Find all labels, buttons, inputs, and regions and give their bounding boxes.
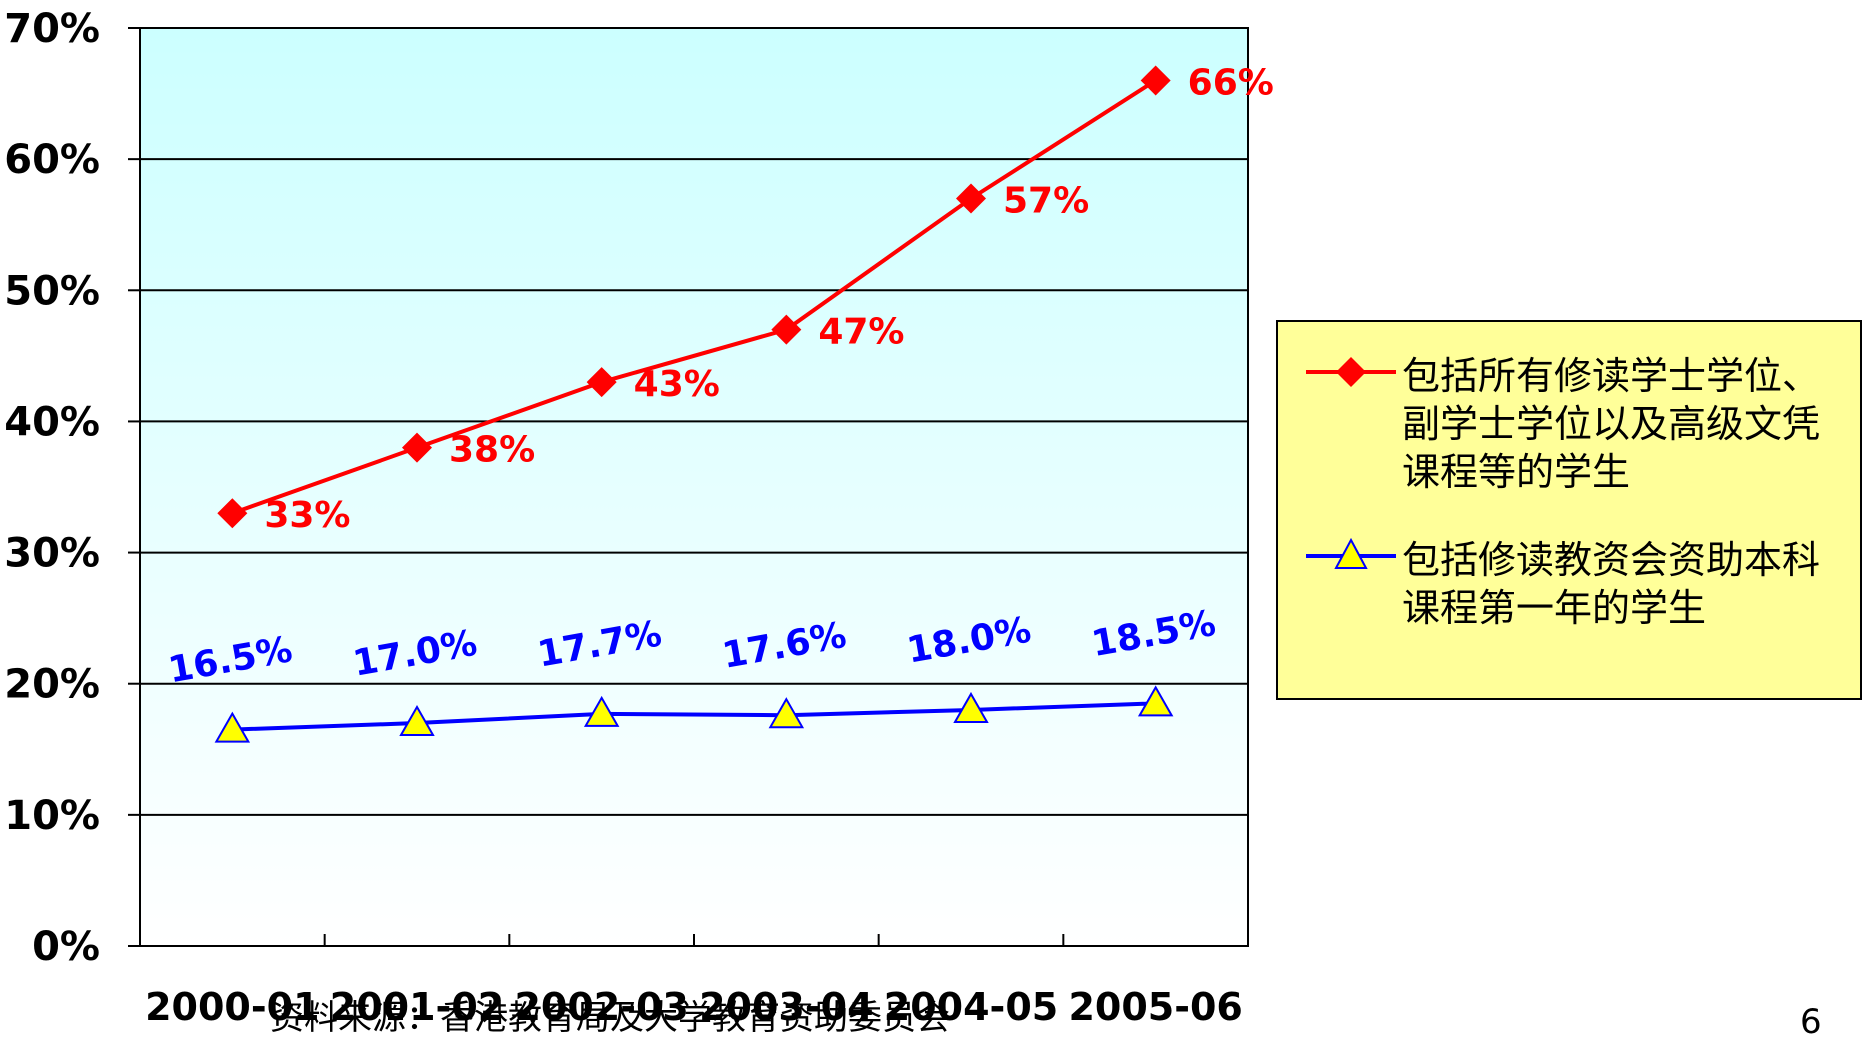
data-point bbox=[586, 367, 617, 398]
legend-swatch-diamond bbox=[1306, 357, 1396, 387]
x-axis: 2000-01 2001-02 2002-03 2003-04 2004-05 2005-… bbox=[145, 934, 1243, 1026]
data-point bbox=[399, 705, 435, 737]
y-tick-label: 0% bbox=[32, 924, 100, 970]
y-tick-label: 40% bbox=[4, 399, 100, 445]
data-point bbox=[214, 711, 251, 743]
y-tick-label: 60% bbox=[4, 137, 100, 183]
data-point bbox=[953, 691, 989, 723]
data-point bbox=[771, 314, 802, 345]
y-tick-label: 10% bbox=[4, 793, 100, 839]
legend-item-all-programmes: 包括所有修读学士学位、副学士学位以及高级文凭课程等的学生 bbox=[1306, 352, 1842, 496]
x-tick-label: 2001-02 bbox=[330, 985, 504, 1026]
y-tick-label: 70% bbox=[4, 6, 100, 52]
x-tick-label: 2002-03 bbox=[514, 985, 688, 1026]
series-layer: 33%38%43%47%57%66%16.5% 17.0% 17.7% 17.6% 18… bbox=[165, 62, 1274, 743]
data-point bbox=[217, 498, 248, 529]
y-axis: 0% 10% 20% 30% 40% 50% 60% 70% bbox=[4, 6, 140, 970]
legend: 包括所有修读学士学位、副学士学位以及高级文凭课程等的学生 包括修读教资会资助本科… bbox=[1276, 320, 1862, 700]
legend-label-ugc-funded: 包括修读教资会资助本科课程第一年的学生 bbox=[1402, 538, 1821, 630]
data-point bbox=[583, 695, 620, 727]
x-tick-label: 2004-05 bbox=[884, 985, 1058, 1026]
page-number: 6 bbox=[1800, 1002, 1822, 1042]
x-tick-label: 2003-04 bbox=[699, 985, 873, 1026]
data-label: 43% bbox=[634, 364, 720, 405]
y-tick-label: 20% bbox=[4, 662, 100, 708]
data-label: 47% bbox=[818, 312, 904, 353]
legend-swatch-triangle bbox=[1306, 537, 1396, 569]
data-point bbox=[402, 432, 432, 463]
x-tick-label: 2005-06 bbox=[1068, 985, 1242, 1026]
data-point bbox=[1137, 685, 1174, 717]
data-label: 38% bbox=[449, 430, 535, 471]
x-tick-label: 2000-01 bbox=[145, 985, 319, 1026]
legend-label-all-programmes: 包括所有修读学士学位、副学士学位以及高级文凭课程等的学生 bbox=[1402, 354, 1821, 494]
data-point bbox=[1140, 65, 1171, 96]
data-point bbox=[768, 697, 805, 729]
series-line-0 bbox=[231, 78, 1157, 516]
data-label: 33% bbox=[264, 495, 350, 536]
series-line-1 bbox=[232, 701, 1156, 732]
gridlines bbox=[140, 158, 1248, 816]
data-label: 66% bbox=[1188, 62, 1274, 103]
legend-item-ugc-funded: 包括修读教资会资助本科课程第一年的学生 bbox=[1306, 536, 1842, 632]
source-note: 资料来源：香港教育局及大学教育资助委员会 bbox=[270, 998, 950, 1038]
y-tick-label: 30% bbox=[4, 531, 100, 577]
y-tick-label: 50% bbox=[4, 268, 100, 314]
data-label: 57% bbox=[1003, 180, 1089, 221]
data-point bbox=[956, 183, 986, 214]
plot-area bbox=[139, 27, 1249, 947]
